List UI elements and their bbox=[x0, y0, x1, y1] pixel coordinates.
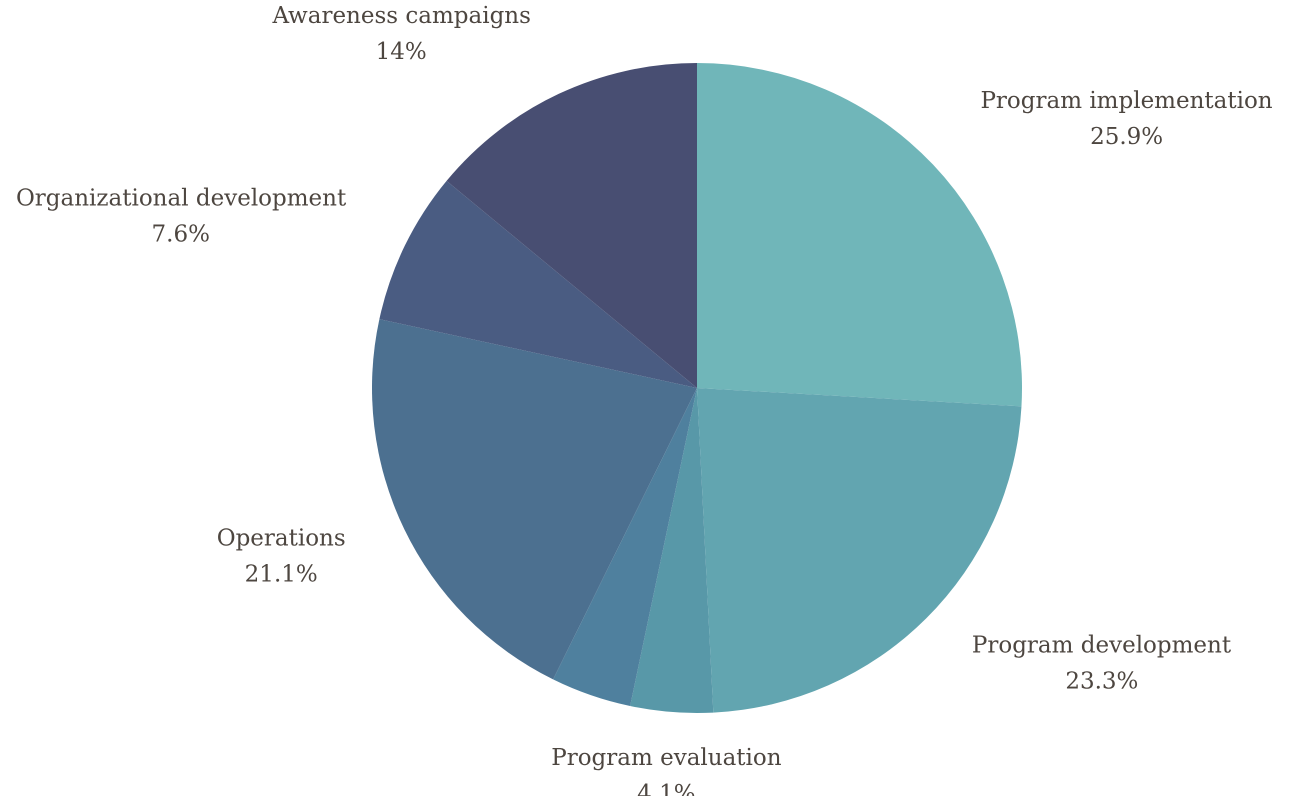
slice-value-label: 14% bbox=[376, 39, 427, 65]
slice-value-label: 23.3% bbox=[1065, 669, 1138, 695]
pie-slice bbox=[697, 63, 1022, 407]
pie-slice bbox=[697, 388, 1022, 713]
slice-value-label: 7.6% bbox=[152, 222, 210, 248]
pie-slice bbox=[371, 319, 697, 680]
slice-label: Program implementation bbox=[980, 88, 1272, 114]
pie-slice bbox=[630, 388, 714, 713]
pie-slice bbox=[553, 388, 697, 707]
pie-slice bbox=[379, 180, 697, 388]
slice-value-label: 25.9% bbox=[1090, 124, 1163, 150]
slice-label: Program development bbox=[972, 633, 1232, 659]
slice-label: Program evaluation bbox=[551, 745, 782, 771]
slice-label: Awareness campaigns bbox=[271, 3, 530, 29]
pie-slice bbox=[446, 63, 697, 388]
slice-label: Organizational development bbox=[16, 186, 347, 212]
slice-label: Operations bbox=[217, 525, 346, 551]
slice-value-label: 21.1% bbox=[245, 561, 318, 587]
slice-value-label: 4.1% bbox=[637, 781, 695, 796]
